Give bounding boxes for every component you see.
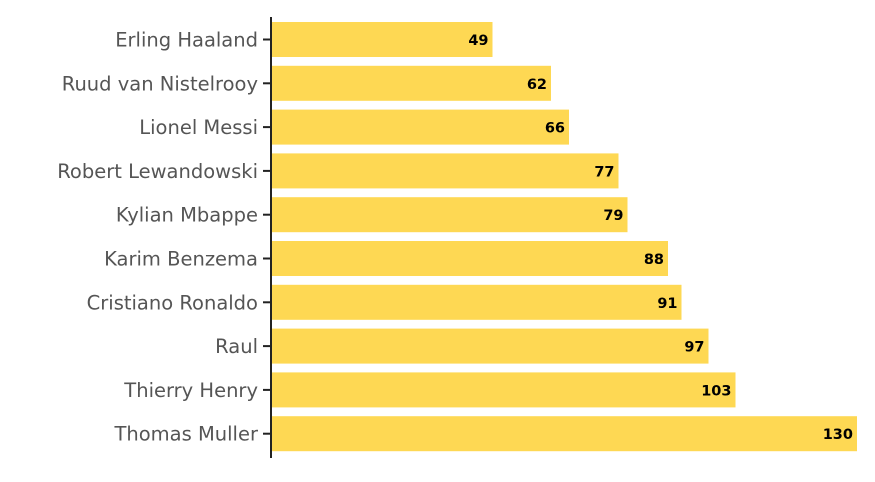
bar xyxy=(272,109,569,145)
bar xyxy=(272,416,857,452)
bar xyxy=(272,65,551,101)
y-tick-label: Cristiano Ronaldo xyxy=(87,291,258,314)
value-label: 97 xyxy=(684,340,704,356)
y-tick-label: Lionel Messi xyxy=(139,116,258,139)
value-label: 130 xyxy=(823,427,853,443)
y-tick-label: Ruud van Nistelrooy xyxy=(62,72,258,95)
value-label: 91 xyxy=(657,296,677,312)
y-tick-label: Kylian Mbappe xyxy=(116,204,258,227)
value-label: 77 xyxy=(594,164,614,180)
bar xyxy=(272,241,668,276)
y-tick-label: Thomas Muller xyxy=(113,423,259,446)
bar xyxy=(272,328,709,364)
value-label: 66 xyxy=(545,121,565,137)
y-tick-label: Robert Lewandowski xyxy=(57,160,258,183)
y-tick-label: Erling Haaland xyxy=(115,29,258,52)
y-tick-label: Thierry Henry xyxy=(123,379,258,402)
value-label: 79 xyxy=(603,208,623,224)
value-label: 103 xyxy=(701,383,731,399)
bar xyxy=(272,372,736,408)
value-label: 62 xyxy=(527,77,547,93)
y-tick-label: Raul xyxy=(215,335,258,358)
bar xyxy=(272,197,628,233)
y-tick-label: Karim Benzema xyxy=(104,248,258,271)
bar xyxy=(272,22,493,57)
bar xyxy=(272,153,619,189)
value-label: 88 xyxy=(644,252,664,268)
bar xyxy=(272,284,682,320)
value-label: 49 xyxy=(468,33,488,49)
